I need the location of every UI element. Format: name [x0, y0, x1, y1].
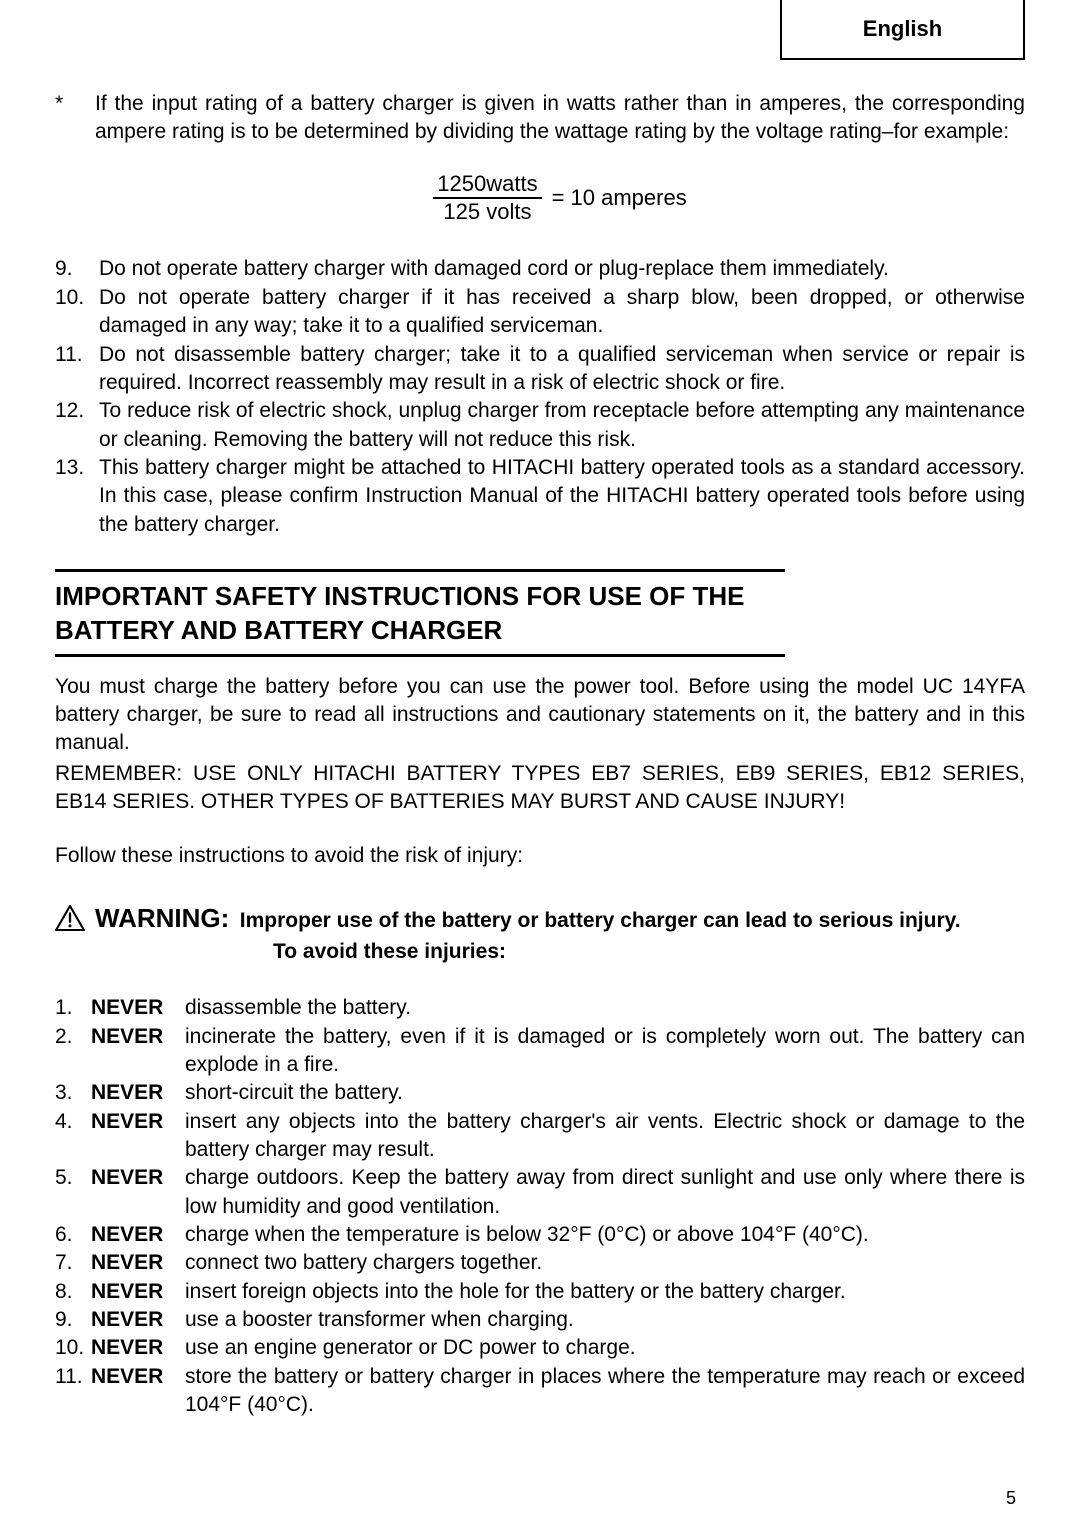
- never-item-text: use a booster transformer when charging.: [185, 1306, 1025, 1334]
- warning-label: WARNING:: [95, 903, 229, 933]
- never-item-text: charge when the temperature is below 32°…: [185, 1221, 1025, 1249]
- never-list-item: 3.NEVERshort-circuit the battery.: [55, 1079, 1025, 1107]
- warning-text-line2: To avoid these injuries:: [95, 938, 1025, 966]
- never-item-text: insert any objects into the battery char…: [185, 1108, 1025, 1165]
- never-item-number: 5.: [55, 1164, 91, 1221]
- never-item-number: 6.: [55, 1221, 91, 1249]
- list-item-number: 10.: [55, 284, 89, 341]
- list-item: 11. Do not disassemble battery charger; t…: [55, 341, 1025, 398]
- asterisk-mark: *: [55, 90, 67, 147]
- never-keyword: NEVER: [91, 1079, 185, 1107]
- list-item-text: To reduce risk of electric shock, unplug…: [99, 397, 1025, 454]
- never-item-number: 8.: [55, 1278, 91, 1306]
- asterisk-text: If the input rating of a battery charger…: [95, 90, 1025, 147]
- never-item-text: use an engine generator or DC power to c…: [185, 1334, 1025, 1362]
- never-list-item: 10.NEVERuse an engine generator or DC po…: [55, 1334, 1025, 1362]
- never-list-item: 5.NEVERcharge outdoors. Keep the battery…: [55, 1164, 1025, 1221]
- list-item-text: Do not disassemble battery charger; take…: [99, 341, 1025, 398]
- warning-block: WARNING: Improper use of the battery or …: [55, 903, 1025, 967]
- list-item: 12. To reduce risk of electric shock, unp…: [55, 397, 1025, 454]
- never-list-item: 2.NEVERincinerate the battery, even if i…: [55, 1023, 1025, 1080]
- list-item-text: This battery charger might be attached t…: [99, 454, 1025, 539]
- list-item: 13. This battery charger might be attache…: [55, 454, 1025, 539]
- list-item-number: 11.: [55, 341, 89, 398]
- never-item-number: 1.: [55, 994, 91, 1022]
- never-keyword: NEVER: [91, 1023, 185, 1080]
- page-number: 5: [1006, 1488, 1016, 1509]
- never-list-item: 6.NEVERcharge when the temperature is be…: [55, 1221, 1025, 1249]
- never-item-number: 4.: [55, 1108, 91, 1165]
- fraction: 1250watts 125 volts: [433, 171, 541, 226]
- equation-result: = 10 amperes: [552, 185, 687, 211]
- never-keyword: NEVER: [91, 1249, 185, 1277]
- numbered-list: 9. Do not operate battery charger with da…: [55, 255, 1025, 538]
- list-item: 9. Do not operate battery charger with da…: [55, 255, 1025, 283]
- list-item-number: 12.: [55, 397, 89, 454]
- intro-paragraph-3: Follow these instructions to avoid the r…: [55, 842, 1025, 870]
- never-keyword: NEVER: [91, 1363, 185, 1420]
- never-keyword: NEVER: [91, 1334, 185, 1362]
- never-item-number: 10.: [55, 1334, 91, 1362]
- warning-icon: [55, 905, 85, 931]
- never-keyword: NEVER: [91, 1108, 185, 1165]
- never-list-item: 7.NEVERconnect two battery chargers toge…: [55, 1249, 1025, 1277]
- never-item-number: 2.: [55, 1023, 91, 1080]
- never-item-text: short-circuit the battery.: [185, 1079, 1025, 1107]
- intro-paragraph-1: You must charge the battery before you c…: [55, 673, 1025, 758]
- never-item-text: disassemble the battery.: [185, 994, 1025, 1022]
- equation: 1250watts 125 volts = 10 amperes: [95, 171, 1025, 226]
- list-item-number: 13.: [55, 454, 89, 539]
- section-heading: IMPORTANT SAFETY INSTRUCTIONS FOR USE OF…: [55, 580, 785, 648]
- never-item-text: insert foreign objects into the hole for…: [185, 1278, 1025, 1306]
- never-item-text: store the battery or battery charger in …: [185, 1363, 1025, 1420]
- never-keyword: NEVER: [91, 994, 185, 1022]
- never-list-item: 4.NEVERinsert any objects into the batte…: [55, 1108, 1025, 1165]
- fraction-numerator: 1250watts: [433, 171, 541, 199]
- never-item-number: 9.: [55, 1306, 91, 1334]
- never-list: 1.NEVERdisassemble the battery.2.NEVERin…: [55, 994, 1025, 1419]
- never-keyword: NEVER: [91, 1306, 185, 1334]
- never-item-text: incinerate the battery, even if it is da…: [185, 1023, 1025, 1080]
- never-item-text: charge outdoors. Keep the battery away f…: [185, 1164, 1025, 1221]
- asterisk-note: * If the input rating of a battery charg…: [55, 90, 1025, 147]
- never-keyword: NEVER: [91, 1164, 185, 1221]
- never-item-number: 3.: [55, 1079, 91, 1107]
- never-keyword: NEVER: [91, 1278, 185, 1306]
- language-tab: English: [780, 0, 1025, 60]
- intro-paragraph-2: REMEMBER: USE ONLY HITACHI BATTERY TYPES…: [55, 760, 1025, 817]
- fraction-denominator: 125 volts: [439, 199, 535, 225]
- never-keyword: NEVER: [91, 1221, 185, 1249]
- never-list-item: 11.NEVERstore the battery or battery cha…: [55, 1363, 1025, 1420]
- list-item-text: Do not operate battery charger with dama…: [99, 255, 1025, 283]
- never-item-number: 11.: [55, 1363, 91, 1420]
- list-item: 10. Do not operate battery charger if it …: [55, 284, 1025, 341]
- never-item-text: connect two battery chargers together.: [185, 1249, 1025, 1277]
- never-list-item: 8.NEVERinsert foreign objects into the h…: [55, 1278, 1025, 1306]
- section-heading-box: IMPORTANT SAFETY INSTRUCTIONS FOR USE OF…: [55, 569, 785, 657]
- never-list-item: 1.NEVERdisassemble the battery.: [55, 994, 1025, 1022]
- list-item-number: 9.: [55, 255, 89, 283]
- never-list-item: 9.NEVERuse a booster transformer when ch…: [55, 1306, 1025, 1334]
- warning-text-line1: Improper use of the battery or battery c…: [240, 909, 961, 932]
- list-item-text: Do not operate battery charger if it has…: [99, 284, 1025, 341]
- never-item-number: 7.: [55, 1249, 91, 1277]
